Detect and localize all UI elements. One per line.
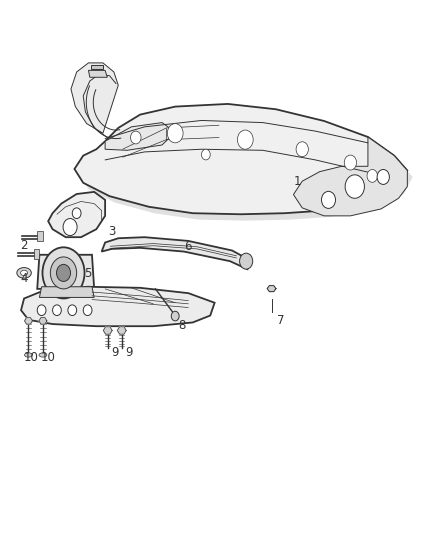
Text: 6: 6	[184, 240, 192, 253]
Circle shape	[296, 142, 308, 157]
Polygon shape	[293, 137, 407, 216]
Bar	[37, 231, 43, 241]
Circle shape	[83, 305, 92, 316]
Polygon shape	[39, 318, 47, 324]
Circle shape	[131, 131, 141, 144]
Polygon shape	[71, 63, 118, 133]
Circle shape	[321, 191, 336, 208]
Text: 8: 8	[178, 319, 185, 332]
Polygon shape	[117, 327, 126, 334]
Circle shape	[50, 257, 77, 289]
Polygon shape	[91, 65, 103, 69]
Text: 9: 9	[111, 346, 119, 359]
Circle shape	[237, 130, 253, 149]
Text: 3: 3	[108, 225, 115, 238]
Text: 10: 10	[41, 351, 56, 364]
Polygon shape	[103, 327, 112, 334]
Polygon shape	[39, 287, 94, 297]
Text: 9: 9	[125, 346, 133, 359]
Polygon shape	[102, 237, 250, 269]
Polygon shape	[48, 192, 105, 237]
Circle shape	[72, 208, 81, 219]
Text: 2: 2	[20, 239, 28, 252]
Polygon shape	[80, 110, 413, 221]
Circle shape	[201, 149, 210, 160]
Polygon shape	[74, 104, 407, 214]
Circle shape	[167, 124, 183, 143]
Polygon shape	[21, 287, 215, 326]
Circle shape	[57, 264, 71, 281]
Circle shape	[42, 247, 85, 298]
Circle shape	[171, 311, 179, 321]
Text: 4: 4	[20, 272, 28, 285]
Circle shape	[37, 305, 46, 316]
Polygon shape	[105, 123, 175, 150]
Ellipse shape	[25, 353, 32, 357]
Circle shape	[345, 175, 364, 198]
Text: 7: 7	[276, 314, 284, 327]
Ellipse shape	[21, 270, 28, 276]
Ellipse shape	[39, 353, 47, 357]
Circle shape	[68, 305, 77, 316]
Text: 10: 10	[24, 351, 39, 364]
Circle shape	[240, 253, 253, 269]
Ellipse shape	[17, 268, 32, 278]
Circle shape	[377, 169, 389, 184]
Polygon shape	[37, 255, 94, 289]
Text: 5: 5	[84, 267, 91, 280]
Polygon shape	[88, 70, 107, 77]
Circle shape	[63, 219, 77, 236]
Polygon shape	[267, 286, 276, 292]
Circle shape	[344, 155, 357, 170]
Circle shape	[53, 305, 61, 316]
Circle shape	[367, 169, 378, 182]
Text: 1: 1	[294, 175, 302, 188]
Bar	[34, 249, 39, 259]
Polygon shape	[25, 318, 32, 324]
